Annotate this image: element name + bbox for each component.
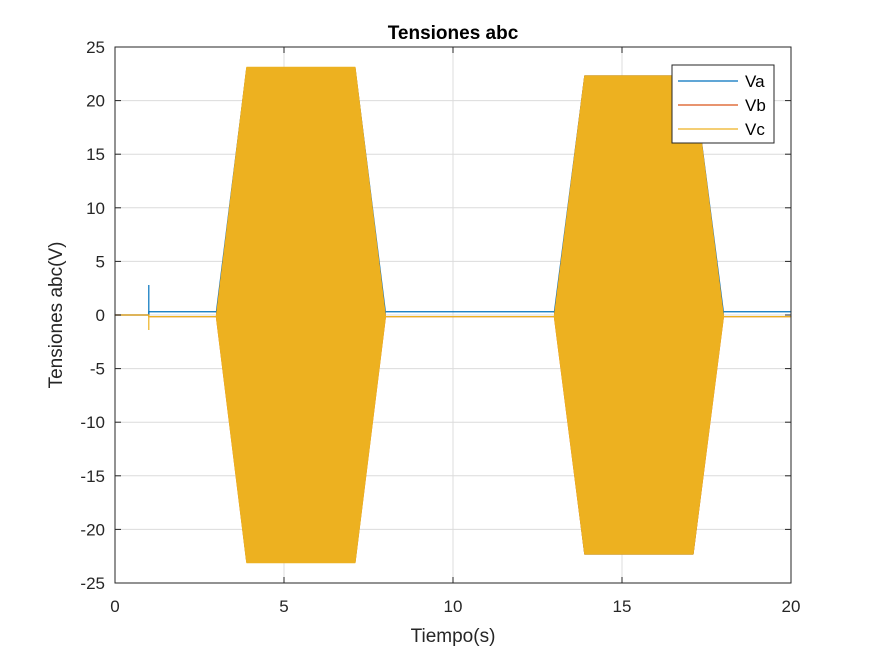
x-tick-label: 0 xyxy=(110,597,119,616)
x-tick-label: 5 xyxy=(279,597,288,616)
legend-item-vc: Vc xyxy=(678,120,765,139)
legend-label: Vc xyxy=(745,120,765,139)
y-tick-label: 0 xyxy=(96,306,105,325)
legend: Va Vb Vc xyxy=(671,64,775,144)
y-tick-label: -20 xyxy=(80,520,105,539)
data-layer xyxy=(114,66,792,564)
legend-box xyxy=(671,64,775,144)
y-tick-label: 5 xyxy=(96,252,105,271)
x-tick-label: 20 xyxy=(782,597,801,616)
y-tick-label: 10 xyxy=(86,199,105,218)
y-tick-label: 15 xyxy=(86,145,105,164)
y-tick-label: 20 xyxy=(86,92,105,111)
ticks: 0 5 10 15 20 -25 -20 -15 -10 -5 0 5 10 15 20 25 xyxy=(80,38,800,616)
x-tick-label: 15 xyxy=(613,597,632,616)
y-tick-label: -5 xyxy=(90,360,105,379)
chart-title: Tensiones abc xyxy=(388,23,519,44)
y-axis-label: Tensiones abc(V) xyxy=(46,242,67,389)
legend-item-va: Va xyxy=(678,72,765,91)
legend-label: Vb xyxy=(745,96,766,115)
y-tick-label: -10 xyxy=(80,413,105,432)
y-tick-label: 25 xyxy=(86,38,105,57)
y-tick-label: -15 xyxy=(80,467,105,486)
legend-label: Va xyxy=(745,72,765,91)
y-tick-label: -25 xyxy=(80,574,105,593)
legend-item-vb: Vb xyxy=(678,96,766,115)
x-tick-label: 10 xyxy=(444,597,463,616)
x-axis-label: Tiempo(s) xyxy=(411,626,496,647)
